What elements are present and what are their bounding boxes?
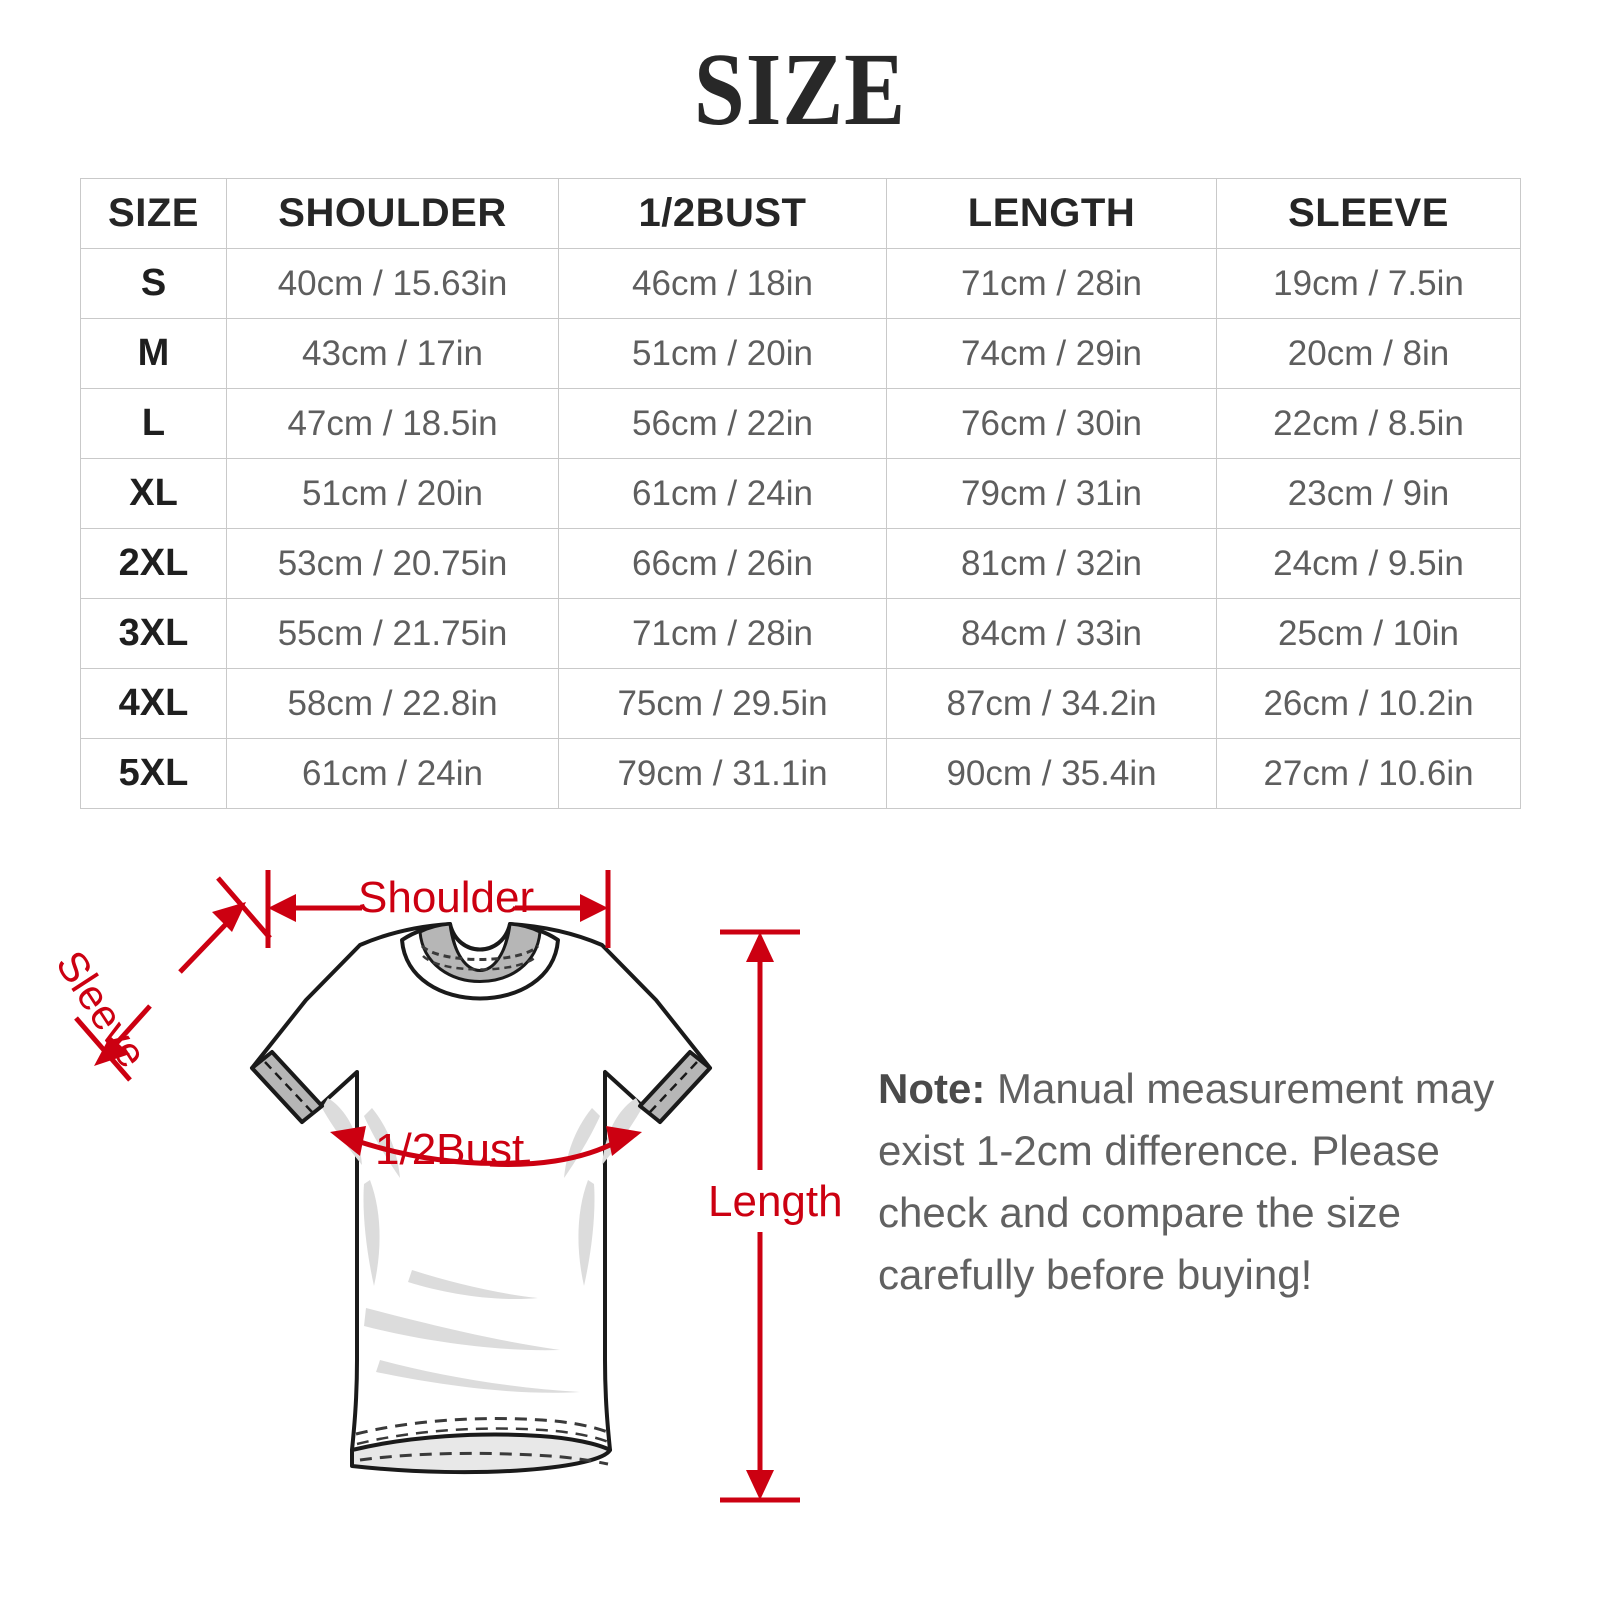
- cell-halfbust: 66cm / 26in: [558, 528, 887, 599]
- cell-size: 4XL: [80, 668, 227, 739]
- cell-size: 5XL: [80, 738, 227, 809]
- length-measurement-label: Length: [708, 1177, 843, 1226]
- page-title: SIZE: [693, 32, 907, 147]
- half-bust-dimension-arrow: [330, 1126, 642, 1167]
- cell-length: 76cm / 30in: [886, 388, 1217, 459]
- table-row: XL 51cm / 20in 61cm / 24in 79cm / 31in 2…: [80, 458, 1521, 529]
- note-text: Manual measurement may exist 1-2cm diffe…: [878, 1065, 1495, 1298]
- cell-sleeve: 24cm / 9.5in: [1216, 528, 1521, 599]
- cell-sleeve: 19cm / 7.5in: [1216, 248, 1521, 319]
- column-header-length: LENGTH: [886, 178, 1217, 249]
- column-header-size: SIZE: [80, 178, 227, 249]
- column-header-shoulder: SHOULDER: [226, 178, 559, 249]
- cell-shoulder: 51cm / 20in: [226, 458, 559, 529]
- size-chart-table-container: SIZE SHOULDER 1/2BUST LENGTH SLEEVE S 40…: [80, 178, 1521, 809]
- cell-shoulder: 61cm / 24in: [226, 738, 559, 809]
- cell-sleeve: 22cm / 8.5in: [1216, 388, 1521, 459]
- table-row: L 47cm / 18.5in 56cm / 22in 76cm / 30in …: [80, 388, 1521, 459]
- cell-size: L: [80, 388, 227, 459]
- table-row: M 43cm / 17in 51cm / 20in 74cm / 29in 20…: [80, 318, 1521, 389]
- cell-length: 71cm / 28in: [886, 248, 1217, 319]
- cell-length: 79cm / 31in: [886, 458, 1217, 529]
- cell-shoulder: 58cm / 22.8in: [226, 668, 559, 739]
- cell-shoulder: 40cm / 15.63in: [226, 248, 559, 319]
- table-row: 2XL 53cm / 20.75in 66cm / 26in 81cm / 32…: [80, 528, 1521, 599]
- cell-size: 2XL: [80, 528, 227, 599]
- cell-length: 87cm / 34.2in: [886, 668, 1217, 739]
- cell-length: 84cm / 33in: [886, 598, 1217, 669]
- cell-size: M: [80, 318, 227, 389]
- cell-shoulder: 47cm / 18.5in: [226, 388, 559, 459]
- cell-sleeve: 20cm / 8in: [1216, 318, 1521, 389]
- cell-length: 90cm / 35.4in: [886, 738, 1217, 809]
- table-row: 5XL 61cm / 24in 79cm / 31.1in 90cm / 35.…: [80, 738, 1521, 809]
- note-label: Note:: [878, 1065, 986, 1112]
- shoulder-measurement-label: Shoulder: [358, 873, 535, 922]
- cell-sleeve: 26cm / 10.2in: [1216, 668, 1521, 739]
- cell-size: XL: [80, 458, 227, 529]
- table-row: 3XL 55cm / 21.75in 71cm / 28in 84cm / 33…: [80, 598, 1521, 669]
- cell-shoulder: 53cm / 20.75in: [226, 528, 559, 599]
- cell-sleeve: 25cm / 10in: [1216, 598, 1521, 669]
- cell-length: 81cm / 32in: [886, 528, 1217, 599]
- cell-halfbust: 71cm / 28in: [558, 598, 887, 669]
- note-block: Note: Manual measurement may exist 1-2cm…: [878, 1058, 1518, 1306]
- measurement-diagram: [0, 840, 1600, 1600]
- table-row: 4XL 58cm / 22.8in 75cm / 29.5in 87cm / 3…: [80, 668, 1521, 739]
- sleeve-dimension-arrow: [74, 876, 272, 1082]
- cell-size: S: [80, 248, 227, 319]
- column-header-sleeve: SLEEVE: [1216, 178, 1521, 249]
- cell-sleeve: 27cm / 10.6in: [1216, 738, 1521, 809]
- size-chart-table: SIZE SHOULDER 1/2BUST LENGTH SLEEVE S 40…: [80, 178, 1521, 809]
- cell-length: 74cm / 29in: [886, 318, 1217, 389]
- cell-halfbust: 61cm / 24in: [558, 458, 887, 529]
- tshirt-illustration: [74, 870, 800, 1503]
- cell-halfbust: 56cm / 22in: [558, 388, 887, 459]
- table-header-row: SIZE SHOULDER 1/2BUST LENGTH SLEEVE: [80, 178, 1521, 249]
- cell-shoulder: 55cm / 21.75in: [226, 598, 559, 669]
- cell-sleeve: 23cm / 9in: [1216, 458, 1521, 529]
- half-bust-measurement-label: 1/2Bust: [375, 1125, 525, 1174]
- cell-halfbust: 75cm / 29.5in: [558, 668, 887, 739]
- table-row: S 40cm / 15.63in 46cm / 18in 71cm / 28in…: [80, 248, 1521, 319]
- cell-halfbust: 51cm / 20in: [558, 318, 887, 389]
- column-header-halfbust: 1/2BUST: [558, 178, 887, 249]
- cell-halfbust: 46cm / 18in: [558, 248, 887, 319]
- tshirt-garment-icon: [250, 922, 712, 1475]
- cell-halfbust: 79cm / 31.1in: [558, 738, 887, 809]
- cell-size: 3XL: [80, 598, 227, 669]
- length-dimension-arrow: [720, 929, 800, 1503]
- cell-shoulder: 43cm / 17in: [226, 318, 559, 389]
